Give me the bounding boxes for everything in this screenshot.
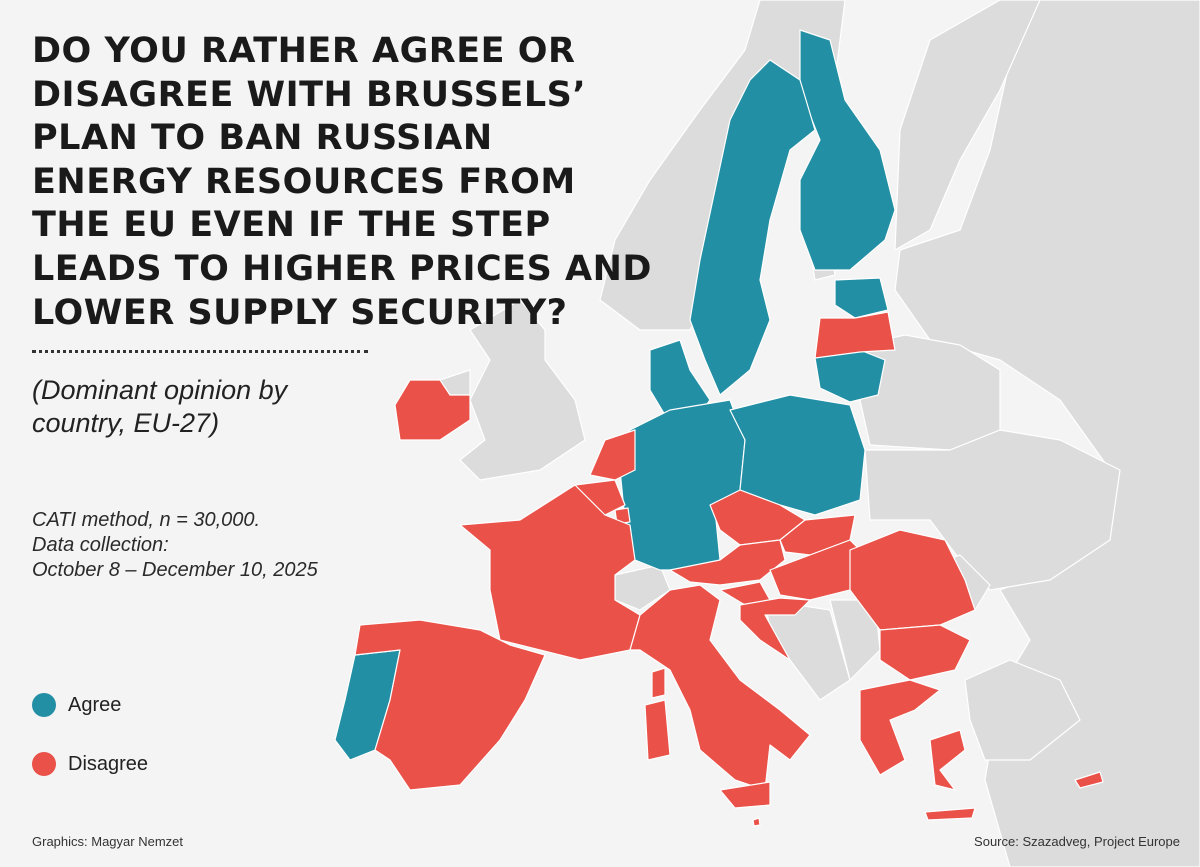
method-line: CATI method, n = 30,000. [32,509,261,531]
country-austria [669,539,786,586]
country-bulgaria [879,624,971,681]
legend-item-agree: Agree [32,690,148,720]
country-lithuania [814,349,886,403]
eu-countries [334,29,1104,827]
country-italy-sardinia [644,699,671,761]
data-collection-dates: October 8 – December 10, 2025 [32,559,318,581]
country-greece-crete [924,807,976,821]
graphics-credit: Graphics: Magyar Nemzet [32,834,183,849]
country-poland [729,394,866,516]
country-france [459,484,641,661]
country-croatia [739,597,811,661]
turkey-land [964,659,1081,761]
legend-label-agree: Agree [68,693,122,716]
map-title: DO YOU RATHER AGREE OR DISAGREE WITH BRU… [32,31,652,333]
country-spain [354,619,546,791]
country-greece-islands [929,729,966,791]
legend-label-disagree: Disagree [68,752,149,775]
country-finland [799,29,896,271]
country-romania [849,529,976,631]
country-greece [859,679,941,776]
country-cyprus [1074,771,1104,789]
methodology-note: CATI method, n = 30,000. Data collection… [32,508,432,583]
source-credit: Source: Szazadveg, Project Europe [974,834,1180,849]
country-italy [629,584,811,791]
country-estonia [834,277,889,319]
legend-item-disagree: Disagree [32,749,148,779]
country-ireland [394,379,471,441]
country-germany [619,399,746,571]
title-divider [32,350,368,353]
agree-swatch-icon [32,693,56,717]
ukraine-land [864,429,1121,591]
country-latvia [814,311,896,359]
country-netherlands [589,429,636,481]
disagree-swatch-icon [32,752,56,776]
data-collection-label: Data collection: [32,534,169,556]
russia-north-land [894,0,1041,251]
country-france-corsica [651,667,666,699]
country-sweden [689,59,816,396]
legend: Agree Disagree [32,690,148,808]
country-malta [752,817,761,827]
map-subtitle: (Dominant opinion by country, EU-27) [32,375,288,438]
country-italy-sicily [719,781,771,809]
